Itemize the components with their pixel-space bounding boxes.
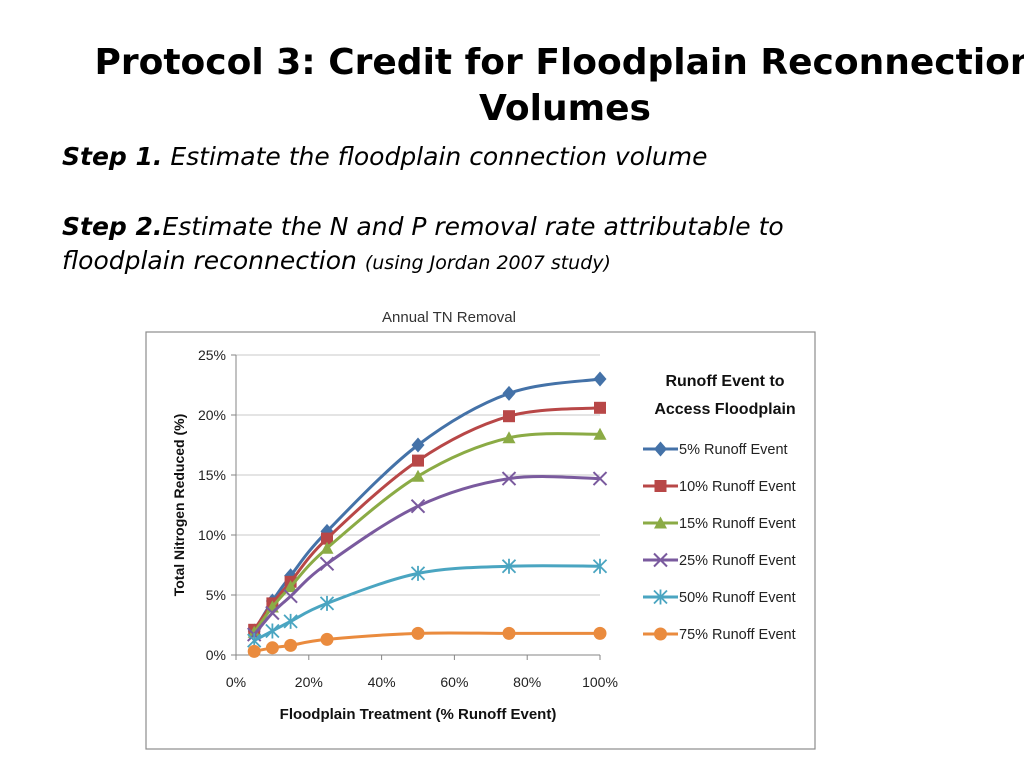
chart-frame — [145, 331, 816, 750]
legend-entry-2: 15% Runoff Event — [643, 516, 796, 532]
slide-title-line1: Protocol 3: Credit for Floodplain Reconn… — [94, 42, 1024, 83]
legend-label-0: 5% Runoff Event — [679, 442, 788, 458]
series-1-point-3 — [321, 532, 333, 545]
series-5-point-0 — [247, 644, 261, 658]
series-5-point-1 — [265, 641, 279, 655]
series-1-point-5 — [503, 410, 515, 423]
series-5-point-4 — [411, 626, 425, 640]
series-3-point-4 — [410, 498, 426, 514]
series-5-point-6 — [593, 626, 607, 640]
x-tick-label-4: 80% — [513, 674, 541, 690]
step-2-text-line1: Estimate the N and P removal rate attrib… — [162, 212, 784, 241]
step-2-label: Step 2. — [62, 212, 163, 241]
x-tick-label-2: 40% — [368, 674, 396, 690]
legend-title-line2: Access Floodplain — [654, 401, 795, 418]
legend-swatch-marker-3 — [653, 552, 668, 568]
series-5 — [247, 626, 607, 658]
series-3-point-6 — [592, 471, 608, 486]
legend-entry-4: 50% Runoff Event — [643, 589, 796, 606]
tick-layer: 0% 5% 10% 15% 20% 25% 0% 20% 40% 60% 80% 100% — [198, 347, 618, 690]
series-2-point-2 — [284, 580, 298, 593]
legend-entry-1: 10% Runoff Event — [643, 479, 796, 495]
x-tick-label-0: 0% — [226, 674, 246, 690]
legend-label-3: 25% Runoff Event — [679, 553, 796, 569]
x-tick-label-3: 60% — [440, 674, 468, 690]
step-1-text: Estimate the floodplain connection volum… — [170, 142, 708, 171]
step-2-note: (using Jordan 2007 study) — [364, 252, 611, 274]
series-1-point-4 — [412, 454, 424, 467]
y-tick-label-2: 10% — [198, 527, 226, 543]
legend-entry-0: 5% Runoff Event — [643, 441, 788, 458]
series-4 — [247, 558, 608, 649]
series-1-point-6 — [594, 401, 606, 414]
series-5-point-2 — [284, 638, 298, 652]
legend-swatch-marker-4 — [653, 589, 668, 605]
legend-swatch-marker-2 — [654, 516, 667, 529]
series-2-point-0 — [247, 625, 261, 638]
series-2-point-4 — [411, 469, 425, 482]
grid-layer — [236, 354, 600, 596]
legend-entry-3: 25% Runoff Event — [643, 552, 796, 569]
series-0-point-4 — [411, 437, 425, 453]
series-0-point-5 — [502, 385, 516, 401]
series-4-point-6 — [592, 558, 608, 574]
series-3-point-5 — [501, 471, 517, 486]
y-tick-label-0: 0% — [206, 647, 226, 663]
step-1: Step 1. Estimate the floodplain connecti… — [62, 142, 708, 171]
series-4-point-3 — [319, 595, 335, 611]
x-tick-label-1: 20% — [295, 674, 323, 690]
axis-layer — [235, 355, 600, 656]
y-tick-label-3: 15% — [198, 467, 226, 483]
series-3-point-2 — [283, 588, 298, 604]
legend-entry-5: 75% Runoff Event — [643, 627, 796, 643]
step-2-text-line2: floodplain reconnection — [62, 246, 357, 275]
series-4-point-2 — [283, 613, 298, 629]
series-layer — [246, 371, 608, 658]
chart-title: Annual TN Removal — [382, 309, 516, 326]
x-axis-label: Floodplain Treatment (% Runoff Event) — [280, 706, 557, 723]
step-1-label: Step 1. — [62, 142, 163, 171]
slide-title: Protocol 3: Credit for Floodplain Reconn… — [60, 40, 1024, 132]
y-tick-label-5: 25% — [198, 347, 226, 363]
step-2: Step 2.Estimate the N and P removal rate… — [62, 210, 962, 280]
slide-title-line2: Volumes — [479, 88, 651, 129]
series-5-point-5 — [502, 626, 516, 640]
series-2-point-3 — [320, 541, 334, 554]
series-4-point-5 — [501, 558, 517, 574]
x-tick-label-5: 100% — [582, 674, 618, 690]
legend-swatch-marker-5 — [654, 627, 667, 641]
legend-swatch-marker-1 — [654, 480, 667, 492]
series-3-point-3 — [319, 556, 335, 572]
series-4-point-1 — [265, 623, 280, 639]
series-2-point-5 — [502, 431, 516, 444]
series-3 — [246, 471, 608, 642]
y-tick-label-1: 5% — [206, 587, 226, 603]
legend-label-4: 50% Runoff Event — [679, 590, 796, 606]
legend-label-1: 10% Runoff Event — [679, 479, 796, 495]
y-axis-label: Total Nitrogen Reduced (%) — [171, 414, 187, 597]
series-2-point-6 — [593, 427, 607, 440]
legend-swatch-marker-0 — [654, 441, 667, 457]
series-5-point-3 — [320, 632, 334, 646]
series-0-point-6 — [593, 371, 607, 387]
legend-label-2: 15% Runoff Event — [679, 516, 796, 532]
legend-label-5: 75% Runoff Event — [679, 627, 796, 643]
series-3-point-1 — [265, 605, 280, 621]
legend: Runoff Event to Access Floodplain 5% Run… — [643, 373, 796, 643]
series-4-point-4 — [410, 565, 426, 581]
y-tick-label-4: 20% — [198, 407, 226, 423]
legend-title-line1: Runoff Event to — [665, 373, 784, 390]
